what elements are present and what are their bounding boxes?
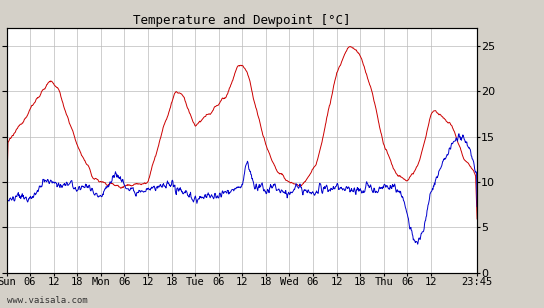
Text: www.vaisala.com: www.vaisala.com bbox=[7, 296, 87, 305]
Title: Temperature and Dewpoint [°C]: Temperature and Dewpoint [°C] bbox=[133, 14, 350, 26]
